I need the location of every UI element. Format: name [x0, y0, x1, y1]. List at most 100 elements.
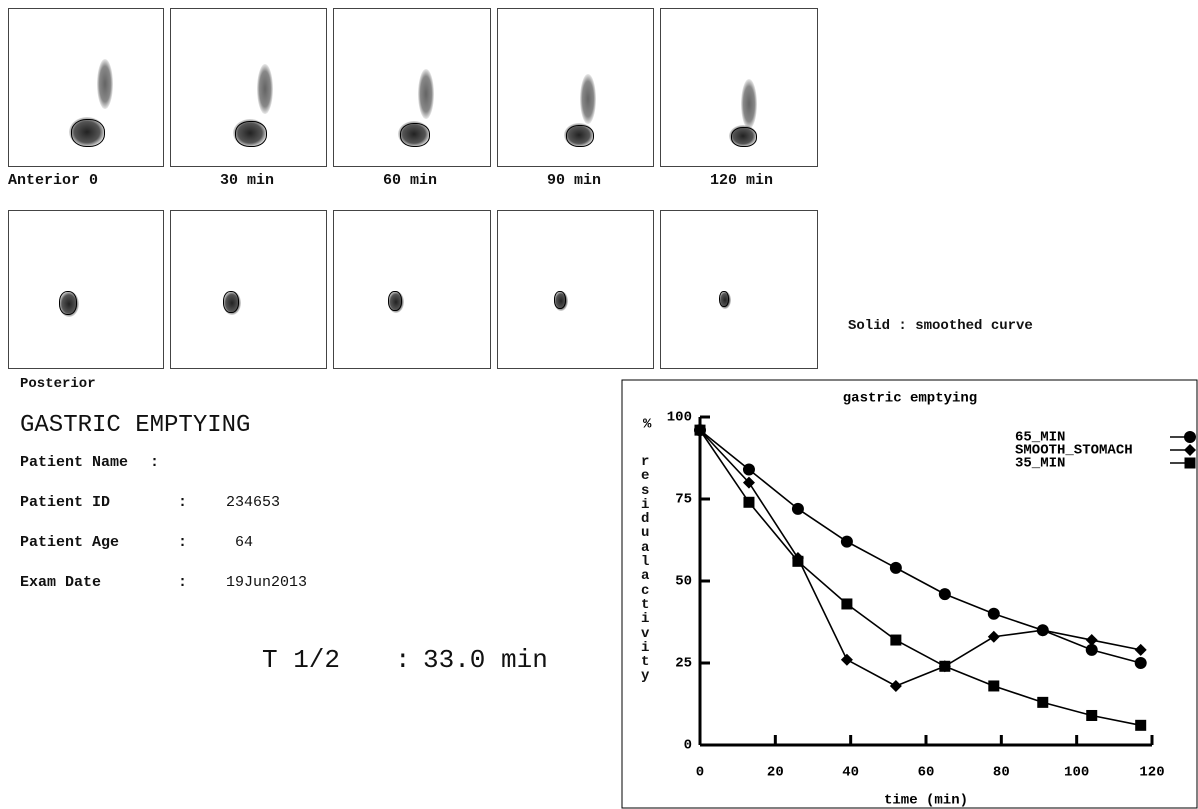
- t-half-label: T 1/2: [262, 645, 341, 675]
- roi-outline: [731, 127, 757, 147]
- roi-outline: [235, 121, 267, 147]
- legend-label: 35_MIN: [1015, 456, 1065, 472]
- roi-outline: [388, 291, 402, 311]
- field-label: Patient ID: [20, 494, 111, 511]
- posterior-image: [170, 210, 327, 369]
- point: [1085, 634, 1098, 647]
- roi-outline: [223, 291, 239, 313]
- y-axis-symbol: %: [643, 417, 652, 433]
- posterior-label: Posterior: [20, 376, 96, 392]
- x-tick-label: 60: [918, 765, 935, 781]
- t-half-sep: :: [395, 645, 411, 675]
- roi-outline: [400, 123, 430, 147]
- x-tick-label: 40: [842, 765, 859, 781]
- legend-label: 65_MIN: [1015, 430, 1065, 446]
- anterior-label: 30 min: [220, 172, 275, 189]
- field-value: 234653: [226, 494, 281, 511]
- field-label: Patient Age: [20, 534, 120, 551]
- field-sep: :: [178, 534, 188, 551]
- point: [840, 535, 853, 548]
- x-tick-label: 80: [993, 765, 1010, 781]
- point: [1037, 696, 1049, 708]
- point: [988, 680, 1000, 692]
- posterior-image: [8, 210, 164, 369]
- field-sep: :: [178, 494, 188, 511]
- uptake: [257, 64, 273, 114]
- roi-outline: [59, 291, 77, 315]
- x-tick-label: 20: [767, 765, 784, 781]
- point: [742, 463, 755, 476]
- roi-outline: [566, 125, 594, 147]
- point: [791, 502, 804, 515]
- anterior-image: [170, 8, 327, 167]
- x-axis-label: time (min): [884, 793, 968, 809]
- field-sep: :: [150, 454, 160, 471]
- x-tick-label: 120: [1139, 765, 1164, 781]
- y-tick-label: 100: [667, 410, 692, 426]
- anterior-image: [660, 8, 818, 167]
- point: [743, 496, 755, 508]
- point: [987, 607, 1000, 620]
- posterior-image: [497, 210, 654, 369]
- point: [1086, 709, 1098, 721]
- posterior-image: [333, 210, 491, 369]
- anterior-label: Anterior 0: [8, 172, 99, 189]
- field-label: Patient Name: [20, 454, 129, 471]
- anterior-image: [8, 8, 164, 167]
- report-title: GASTRIC EMPTYING: [20, 412, 251, 439]
- anterior-image: [497, 8, 654, 167]
- anterior-image: [333, 8, 491, 167]
- y-tick-label: 50: [675, 574, 692, 590]
- point: [1134, 657, 1147, 669]
- roi-outline: [719, 291, 729, 307]
- chart-title: gastric emptying: [843, 391, 977, 407]
- anterior-label: 90 min: [547, 172, 602, 189]
- point: [840, 653, 853, 666]
- uptake: [97, 59, 113, 109]
- uptake: [580, 74, 596, 124]
- x-tick-label: 0: [696, 765, 704, 781]
- legend-label: SMOOTH_STOMACH: [1015, 443, 1133, 459]
- note: Solid : smoothed curve: [848, 318, 1033, 334]
- legend-marker: [1184, 431, 1196, 443]
- point: [792, 555, 804, 567]
- point: [987, 630, 1000, 643]
- x-tick-label: 100: [1064, 765, 1089, 781]
- y-tick-label: 75: [675, 492, 692, 508]
- series-line: [699, 429, 1141, 727]
- point: [939, 660, 951, 672]
- series-line: [699, 429, 1141, 664]
- field-value: 19Jun2013: [226, 574, 308, 591]
- t-half-value: 33.0 min: [423, 645, 548, 675]
- uptake: [418, 69, 434, 119]
- y-tick-label: 0: [684, 738, 692, 754]
- series-line: [699, 429, 1141, 687]
- point: [1036, 624, 1049, 637]
- point: [1134, 643, 1147, 656]
- point: [1085, 643, 1098, 656]
- anterior-label: 60 min: [383, 172, 438, 189]
- point: [890, 634, 902, 646]
- uptake: [741, 79, 757, 129]
- y-tick-label: 25: [675, 656, 692, 672]
- posterior-image: [660, 210, 818, 369]
- point: [889, 679, 902, 692]
- y-axis-label: residual activity: [641, 454, 650, 685]
- legend-marker: [1184, 457, 1196, 469]
- point: [742, 476, 755, 489]
- roi-outline: [554, 291, 566, 309]
- point: [1135, 719, 1147, 731]
- roi-outline: [71, 119, 105, 147]
- point: [938, 588, 951, 601]
- point: [841, 598, 853, 610]
- field-sep: :: [178, 574, 188, 591]
- field-label: Exam Date: [20, 574, 102, 591]
- point: [694, 424, 706, 436]
- point: [889, 561, 902, 574]
- anterior-label: 120 min: [710, 172, 774, 189]
- legend-marker: [1184, 444, 1196, 456]
- chart-frame: [621, 379, 1198, 809]
- field-value: 64: [235, 534, 254, 551]
